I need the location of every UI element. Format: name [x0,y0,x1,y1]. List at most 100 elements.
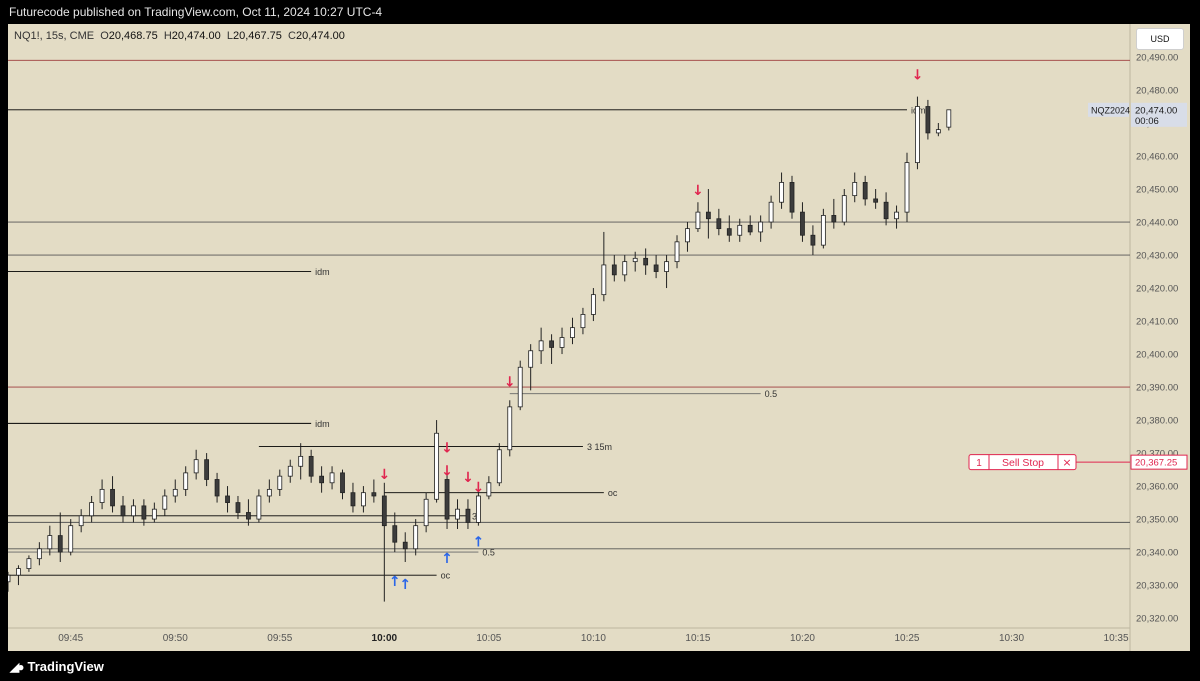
candle-body [465,508,471,523]
candle-body [580,314,586,329]
close-label: C [288,30,296,42]
candle-body [894,211,899,220]
published-text: Futurecode published on TradingView.com,… [9,5,383,19]
candle-body [779,182,784,203]
candle-body [371,492,377,497]
order-quantity: 1 [976,458,982,469]
level-label: 0.5 [765,389,778,399]
sell-arrow-icon: ↓ [504,374,516,390]
level-label: idm [315,419,330,429]
candle-body [172,488,178,497]
candle-body [340,472,345,494]
sell-stop-order[interactable]: 1 Sell Stop × [968,454,1077,471]
currency-button[interactable]: USD [1136,28,1184,50]
open-value: 20,468.75 [108,30,158,42]
level-label: idm [315,267,330,277]
candle-body [632,257,638,263]
candle-body [329,472,335,484]
candle-body [78,515,84,527]
candle-body [716,218,722,230]
candle-body [423,498,429,527]
candle-body [590,294,596,315]
candle-body [141,505,147,520]
candle-body [549,340,554,348]
candle-body [747,224,753,233]
x-axis-tick: 10:05 [476,633,501,644]
candle-body [664,261,669,272]
symbol-legend: NQ1!, 15s, CME O20,468.75 H20,474.00 L20… [14,30,345,42]
order-price-tag [1130,454,1188,470]
candle-body [214,479,220,497]
candle-body [361,492,366,507]
candle-body [99,488,105,503]
candle-body [26,558,32,569]
level-label: 3 15m [587,442,612,452]
countdown-label: 00:06 [1135,116,1159,127]
candle-body [68,525,74,553]
symbol-label[interactable]: NQ1!, 15s, CME [14,30,95,42]
y-axis-tick: 20,370.00 [1136,449,1178,460]
level-label: oc [608,488,618,498]
low-value: 20,467.75 [232,30,282,42]
candle-body [841,195,847,223]
candle-body [120,505,126,517]
y-axis-tick: 20,460.00 [1136,152,1178,163]
candle-body [570,327,575,338]
order-price-label: 20,367.25 [1135,458,1177,469]
tradingview-logo[interactable]: ◢● TradingView [10,659,104,674]
x-axis-tick: 10:30 [999,633,1024,644]
high-value: 20,474.00 [171,30,221,42]
candle-body [381,495,387,527]
y-axis-tick: 20,440.00 [1136,218,1178,229]
low-label: L [226,30,233,42]
candle-body [695,211,701,230]
open-label: O [100,30,109,42]
chart-frame [8,24,1190,651]
buy-arrow-icon: ↑ [389,574,401,590]
candle-body [915,106,920,164]
candle-body [434,432,439,500]
x-axis-tick: 10:00 [372,633,398,644]
candle-body [737,224,743,236]
x-axis-tick: 10:15 [685,633,710,644]
close-icon[interactable]: × [1062,456,1071,469]
y-axis-tick: 20,380.00 [1136,416,1178,427]
candle-body [204,459,210,480]
candle-body [768,201,774,223]
candle-body [904,162,910,213]
candle-body [789,182,795,213]
candle-body [486,482,492,497]
x-axis-tick: 09:55 [267,633,292,644]
candle-body [946,109,952,128]
candle-body [193,459,199,474]
sell-arrow-icon: ↓ [378,467,390,483]
candle-body [873,198,879,203]
candle-body [705,211,711,220]
buy-arrow-icon: ↑ [399,577,411,593]
symbol-tag [1088,102,1129,117]
candle-body [758,221,764,233]
high-label: H [163,30,172,42]
candle-body [496,449,502,484]
y-axis-tick: 20,490.00 [1136,53,1178,64]
tradingview-logo-icon: ◢● [10,660,25,674]
price-chart[interactable]: 09:45 09:50 09:55 10:00 10:05 10:10 10:15 10:20… [8,24,1190,651]
candle-body [800,211,805,236]
sell-arrow-icon: ↓ [462,470,474,486]
candle-body [831,215,837,223]
last-price-label: 20,474.00 [1135,105,1177,116]
candle-body [455,508,460,520]
sell-arrow-icon: ↓ [441,440,453,456]
buy-arrow-icon: ↑ [441,551,453,567]
y-axis-tick: 20,360.00 [1136,482,1178,493]
candle-body [319,475,325,484]
candle-body [935,129,941,134]
symbol-tag-label: NQZ2024 [1091,105,1130,115]
y-axis-tick: 20,400.00 [1136,350,1178,361]
candle-body [476,495,481,523]
x-axis-tick: 10:25 [894,633,919,644]
candle-body [820,215,826,246]
candle-body [726,228,732,236]
candle-body [674,241,680,263]
candle-body [151,508,157,520]
